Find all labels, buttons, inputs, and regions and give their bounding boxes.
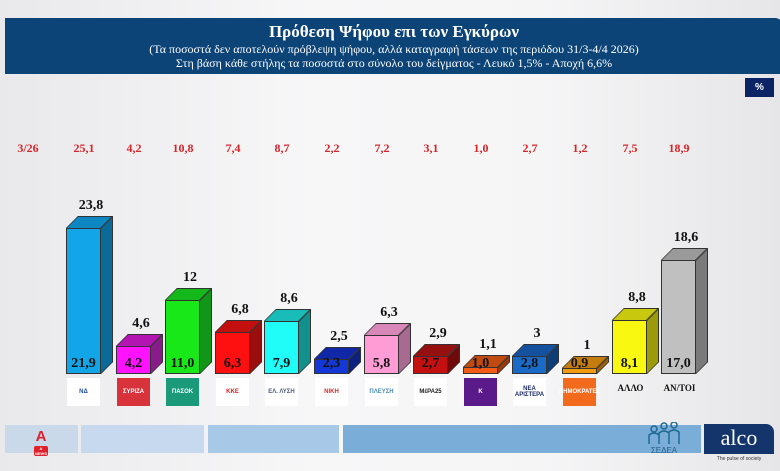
chart-subtitle: (Τα ποσοστά δεν αποτελούν πρόβλεψη ψήφου… bbox=[149, 42, 639, 56]
bar-sample-value: 2,3 bbox=[322, 356, 341, 371]
bar-front bbox=[512, 356, 547, 374]
bar-side bbox=[200, 288, 212, 374]
category-label: ΑΝ/ΤΟΙ bbox=[663, 383, 696, 393]
bar: 7,9 8,6 bbox=[264, 291, 311, 374]
bar: 17,0 18,6 bbox=[661, 230, 708, 374]
bar-front bbox=[165, 300, 200, 374]
bar-front bbox=[364, 335, 399, 374]
bar-sample-value: 7,9 bbox=[272, 356, 291, 371]
bar-front bbox=[215, 332, 250, 374]
party-logo: ΠΑΣΟΚ bbox=[166, 378, 199, 406]
bar: 1,0 1,1 bbox=[463, 337, 510, 374]
previous-value: 7,5 bbox=[622, 141, 638, 155]
bar-sample-value: 0,9 bbox=[570, 356, 589, 371]
previous-value: 3,1 bbox=[423, 141, 439, 155]
bar-valid-value: 6,8 bbox=[231, 302, 249, 317]
bar-valid-value: 8,8 bbox=[628, 290, 646, 305]
party-logo: ΝΕΑ ΑΡΙΣΤΕΡΑ bbox=[513, 378, 546, 406]
bar-front bbox=[413, 356, 448, 374]
previous-value: 7,4 bbox=[225, 141, 241, 155]
previous-period-label: 3/26 bbox=[17, 141, 39, 155]
previous-value: 10,8 bbox=[172, 141, 194, 155]
bar-front bbox=[116, 346, 151, 374]
bar-sample-value: 8,1 bbox=[620, 356, 639, 371]
bar-sample-value: 2,8 bbox=[520, 356, 539, 371]
bar-valid-value: 18,6 bbox=[673, 230, 699, 245]
bar-front bbox=[66, 228, 101, 374]
bar-sample-value: 4,2 bbox=[124, 356, 143, 371]
party-logo: ΕΛ. ΛΥΣΗ bbox=[265, 378, 298, 406]
previous-value: 7,2 bbox=[374, 141, 390, 155]
bar: 21,9 23,8 bbox=[66, 198, 113, 374]
bar-valid-value: 1,1 bbox=[479, 337, 497, 352]
footer-panel-3 bbox=[208, 425, 339, 453]
bar-sample-value: 5,8 bbox=[372, 356, 391, 371]
alco-tagline: The pulse of society bbox=[716, 456, 762, 462]
previous-value: 18,9 bbox=[668, 141, 690, 155]
people-icon bbox=[648, 421, 680, 444]
bar-sample-value: 1,0 bbox=[471, 356, 490, 371]
party-logo: ΠΛΕΥΣΗ bbox=[365, 378, 398, 406]
percent-badge: % bbox=[745, 78, 774, 97]
bar-valid-value: 1 bbox=[583, 338, 591, 353]
previous-value: 1,0 bbox=[473, 141, 489, 155]
bar: 2,8 3 bbox=[512, 326, 559, 374]
bar-front bbox=[463, 367, 498, 374]
bar-valid-value: 2,5 bbox=[330, 329, 348, 344]
bar-front bbox=[612, 320, 647, 374]
bar-side bbox=[696, 248, 708, 374]
bar: 8,1 8,8 bbox=[612, 290, 659, 374]
footer-panel-2 bbox=[81, 425, 204, 453]
bar-valid-value: 8,6 bbox=[280, 291, 298, 306]
bar-valid-value: 6,3 bbox=[380, 305, 398, 320]
bar: 0,9 1 bbox=[562, 338, 609, 374]
previous-value: 2,2 bbox=[324, 141, 340, 155]
bar-sample-value: 17,0 bbox=[666, 356, 691, 371]
bar-valid-value: 2,9 bbox=[429, 326, 447, 341]
previous-value: 4,2 bbox=[126, 141, 142, 155]
bar-front bbox=[264, 321, 299, 374]
bar: 4,2 4,6 bbox=[116, 316, 163, 374]
chart-note: Στη βάση κάθε στήλης τα ποσοστά στο σύνο… bbox=[175, 56, 613, 70]
chart-header: Πρόθεση Ψήφου επι των Εγκύρων (Τα ποσοστ… bbox=[5, 18, 780, 74]
bar-valid-value: 23,8 bbox=[78, 198, 104, 213]
previous-value: 1,2 bbox=[572, 141, 588, 155]
bar: 2,3 2,5 bbox=[314, 329, 361, 374]
bar: 5,8 6,3 bbox=[364, 305, 411, 374]
bar: 2,7 2,9 bbox=[413, 326, 460, 374]
party-logo: Κ bbox=[464, 378, 497, 406]
bar: 6,3 6,8 bbox=[215, 302, 262, 374]
bar-front bbox=[562, 368, 597, 374]
alco-logo: alco bbox=[704, 424, 774, 454]
previous-value: 25,1 bbox=[73, 141, 95, 155]
bar-sample-value: 6,3 bbox=[223, 356, 242, 371]
party-logo: ΔΗΜΟΚΡΑΤΕΣ bbox=[559, 378, 600, 406]
bar-sample-value: 2,7 bbox=[421, 356, 440, 371]
footer-panel-4 bbox=[343, 425, 701, 453]
party-logo: ΣΥΡΙΖΑ bbox=[117, 378, 150, 406]
party-logo: KKE bbox=[216, 378, 249, 406]
chart-title: Πρόθεση Ψήφου επι των Εγκύρων bbox=[268, 22, 520, 41]
bar-front bbox=[661, 260, 696, 374]
previous-value: 2,7 bbox=[522, 141, 538, 155]
sedea-logo: ΣΕΔΕΑ bbox=[640, 421, 688, 456]
category-label: ΑΛΛΟ bbox=[617, 383, 644, 393]
bar-valid-value: 12 bbox=[183, 270, 197, 285]
party-logo: ΝΙΚΗ bbox=[315, 378, 348, 406]
bar-side bbox=[101, 216, 113, 374]
bar-sample-value: 21,9 bbox=[71, 356, 96, 371]
bar-valid-value: 3 bbox=[533, 326, 541, 341]
previous-value: 8,7 bbox=[274, 141, 290, 155]
bar-front bbox=[314, 359, 349, 374]
bar-valid-value: 4,6 bbox=[132, 316, 150, 331]
bar: 11,0 12 bbox=[165, 270, 212, 374]
bar-sample-value: 11,0 bbox=[170, 356, 195, 371]
party-logo: ΝΔ bbox=[67, 378, 100, 406]
party-logo: ΜέΡΑ25 bbox=[414, 378, 447, 406]
